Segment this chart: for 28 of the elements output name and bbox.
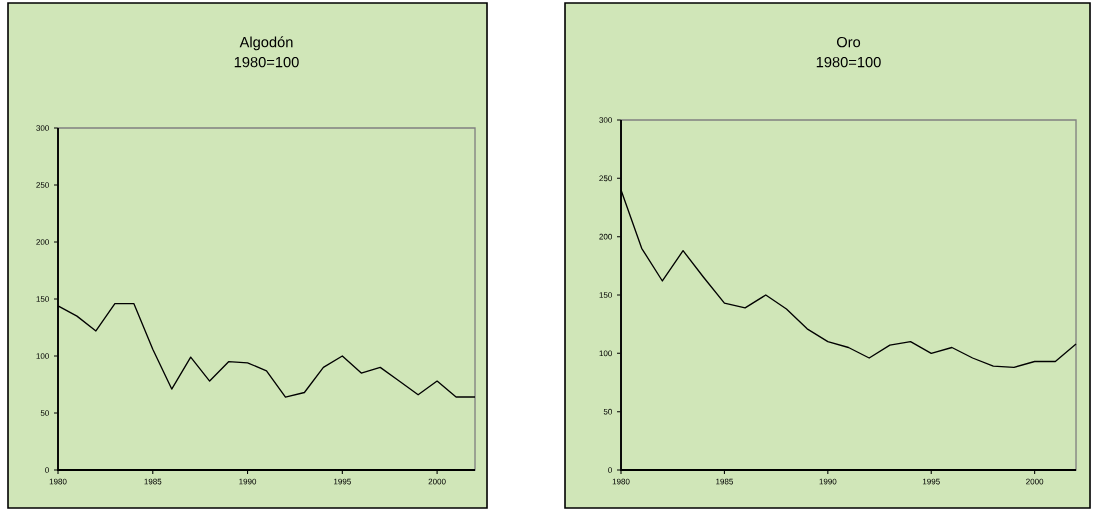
y-tick-label: 50 (603, 408, 612, 415)
x-tick-label: 1985 (144, 478, 162, 485)
chart-title: Algodón (239, 36, 293, 51)
y-tick-label: 200 (599, 233, 612, 240)
x-tick-label: 1980 (612, 478, 630, 485)
x-tick-label: 2000 (428, 478, 446, 485)
y-tick-label: 150 (36, 296, 49, 302)
y-tick-label: 0 (45, 467, 49, 473)
y-tick-label: 100 (36, 353, 49, 359)
x-tick-label: 1995 (922, 478, 940, 485)
chart-subtitle: 1980=100 (234, 56, 299, 68)
x-tick-label: 1990 (239, 478, 257, 485)
x-tick-label: 2000 (1026, 478, 1044, 485)
chart-title: Oro (836, 36, 861, 48)
y-tick-label: 200 (36, 239, 49, 245)
y-tick-label: 300 (599, 117, 612, 123)
y-tick-label: 250 (599, 175, 612, 182)
x-tick-label: 1990 (819, 478, 837, 485)
chart-subtitle: 1980=100 (816, 56, 881, 68)
y-tick-label: 100 (599, 350, 612, 357)
x-tick-label: 1995 (334, 478, 351, 485)
y-tick-label: 0 (608, 467, 612, 473)
x-tick-label: 1980 (49, 478, 67, 485)
x-tick-label: 1985 (716, 478, 733, 485)
y-tick-label: 300 (36, 125, 49, 131)
y-tick-label: 50 (40, 410, 49, 416)
y-tick-label: 250 (36, 182, 49, 188)
y-tick-label: 150 (599, 292, 612, 298)
